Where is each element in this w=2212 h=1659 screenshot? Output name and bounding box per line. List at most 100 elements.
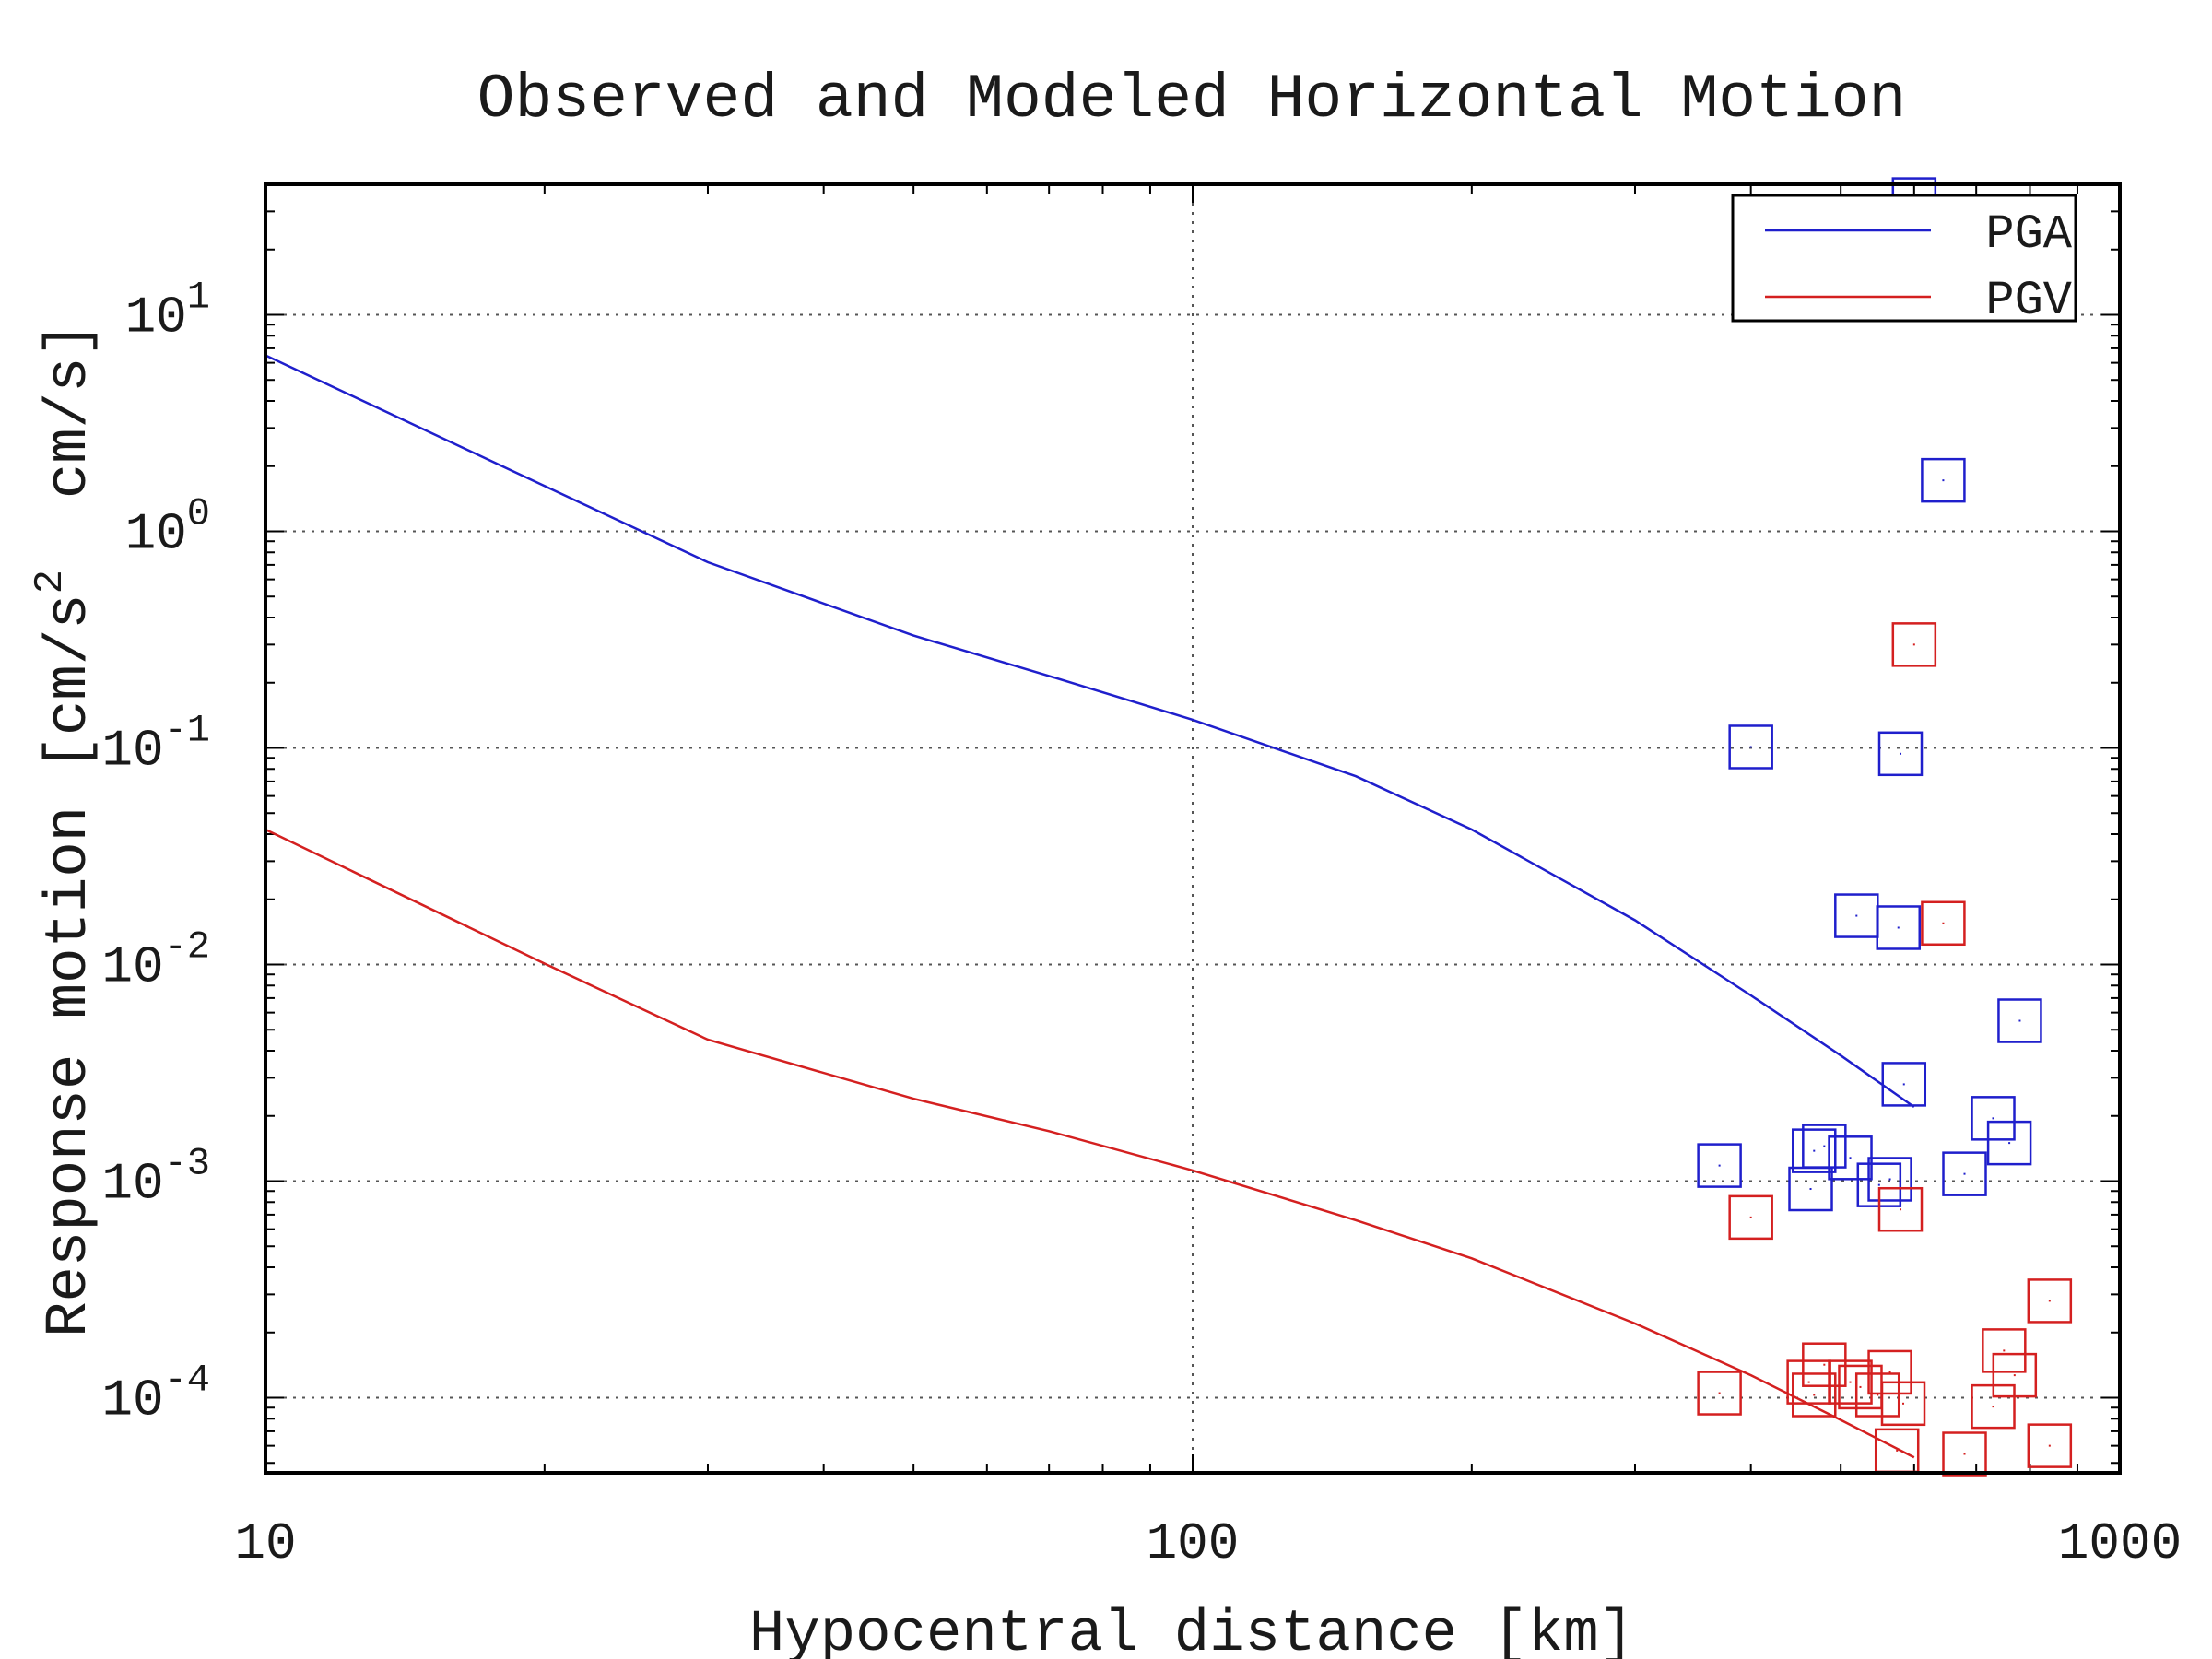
marker-pgv-observed <box>1942 1431 1987 1477</box>
y-tick-exponent: -2 <box>164 924 210 969</box>
marker-dot-pgv-observed <box>2003 1349 2006 1352</box>
x-tick-label: 1000 <box>2058 1514 2182 1573</box>
marker-dot-pgv-observed <box>1992 1406 1994 1408</box>
marker-dot-pga-observed <box>1888 1178 1891 1181</box>
marker-dot-pgv-observed <box>1896 1449 1899 1452</box>
series-line-pgv <box>265 828 1915 1459</box>
x-tick-labels: 10 100 1000 <box>234 1514 2182 1573</box>
marker-pgv-observed <box>1697 1371 1742 1416</box>
y-tick-exponent: -4 <box>164 1359 210 1403</box>
y-tick-label: 100 <box>125 491 210 563</box>
marker-dot-pgv-observed <box>1859 1385 1862 1388</box>
y-tick-label: 10-2 <box>101 924 210 996</box>
legend: PGA PGV <box>1731 194 2077 328</box>
marker-pga-observed <box>1876 905 1921 950</box>
y-tick-exponent: 1 <box>187 275 210 319</box>
x-axis-label: Hypocentral distance [km] <box>749 1602 1634 1659</box>
series-layer <box>265 354 1915 1459</box>
marker-pga-observed <box>1881 1062 1927 1107</box>
marker-pga-observed <box>1728 724 1773 770</box>
marker-pga-observed <box>1971 1096 2016 1141</box>
marker-pgv-observed <box>1867 1349 1912 1395</box>
legend-label-pgv: PGV <box>1985 274 2072 328</box>
marker-pgv-observed <box>1792 1372 1837 1418</box>
marker-pgv-observed <box>1854 1372 1900 1418</box>
marker-dot-pga-observed <box>1849 1157 1852 1159</box>
legend-label-pga: PGA <box>1985 207 2072 262</box>
marker-pga-observed <box>1942 1151 1987 1196</box>
marker-dot-pgv-observed <box>1749 1216 1752 1218</box>
marker-pga-observed <box>1697 1143 1742 1188</box>
marker-dot-pga-observed <box>1749 746 1752 748</box>
marker-dot-pga-observed <box>1963 1172 1966 1175</box>
marker-pgv-observed <box>1891 622 1937 667</box>
marker-pgv-observed <box>2027 1278 2073 1324</box>
marker-dot-pga-observed <box>1992 1117 1994 1120</box>
marker-pga-observed <box>1986 1120 2032 1166</box>
marker-dot-pgv-observed <box>1900 1208 1902 1211</box>
y-tick-label: 10-4 <box>101 1359 210 1430</box>
y-axis-label: Response motion [cm/s2 cm/s] <box>28 322 103 1337</box>
marker-dot-pga-observed <box>1942 479 1945 482</box>
marker-pga-observed <box>1921 457 1966 503</box>
marker-dot-pga-observed <box>1900 752 1902 755</box>
marker-dot-pga-observed <box>1813 1149 1816 1152</box>
marker-dot-pga-observed <box>1897 926 1900 929</box>
marker-dot-pgv-observed <box>1813 1394 1816 1396</box>
marker-dot-pgv-observed <box>1849 1381 1852 1383</box>
y-axis-label-part-1: Response motion [cm/s <box>37 594 103 1337</box>
y-tick-exponent: -1 <box>164 708 210 752</box>
marker-dot-pgv-observed <box>1807 1381 1810 1383</box>
y-tick-base: 10 <box>101 937 163 996</box>
marker-pgv-observed <box>1992 1352 2038 1398</box>
y-tick-exponent: -3 <box>164 1142 210 1186</box>
marker-pgv-observed <box>1982 1328 2027 1373</box>
marker-dot-pgv-observed <box>1963 1453 1966 1455</box>
marker-pgv-observed <box>1728 1194 1773 1241</box>
marker-pgv-observed <box>2027 1423 2073 1468</box>
marker-pga-observed <box>1997 998 2042 1043</box>
marker-dot-pgv-observed <box>2013 1374 2016 1377</box>
y-axis-label-superscript: 2 <box>28 570 74 594</box>
marker-dot-pga-observed <box>1718 1164 1721 1167</box>
tickmark-layer <box>265 183 2121 1473</box>
y-tick-label: 10-1 <box>101 708 210 780</box>
marker-dot-pga-observed <box>1855 914 1858 917</box>
marker-layer <box>1697 177 2073 1477</box>
marker-dot-pgv-observed <box>1912 643 1915 646</box>
marker-dot-pga-observed <box>1902 1083 1905 1086</box>
marker-dot-pgv-observed <box>1942 922 1945 924</box>
x-tick-label: 10 <box>234 1514 296 1573</box>
y-tick-label: 101 <box>125 275 210 347</box>
marker-pga-observed <box>1877 731 1924 777</box>
grid-layer <box>265 184 2120 1473</box>
marker-dot-pgv-observed <box>1718 1392 1721 1394</box>
marker-dot-pgv-observed <box>1888 1371 1891 1373</box>
marker-dot-pgv-observed <box>2048 1444 2051 1447</box>
y-tick-base: 10 <box>101 1371 163 1430</box>
marker-pgv-observed <box>1877 1186 1924 1232</box>
marker-pga-observed <box>1792 1128 1837 1173</box>
y-tick-base: 10 <box>101 1155 163 1214</box>
marker-dot-pgv-observed <box>1902 1402 1905 1405</box>
plot-frame <box>264 182 2122 1475</box>
marker-pgv-observed <box>1880 1381 1926 1427</box>
marker-dot-pgv-observed <box>1877 1394 1879 1396</box>
y-tick-base: 10 <box>101 721 163 780</box>
x-tick-label: 100 <box>1147 1514 1240 1573</box>
marker-pga-observed <box>1788 1166 1833 1212</box>
marker-pgv-observed <box>1828 1359 1873 1405</box>
marker-dot-pgv-observed <box>1823 1363 1826 1366</box>
marker-pga-observed <box>1867 1157 1912 1202</box>
y-tick-base: 10 <box>125 504 187 563</box>
marker-pgv-observed <box>1921 900 1966 947</box>
legend-box <box>1731 194 2077 323</box>
series-line-pga <box>265 354 1915 1109</box>
y-tick-exponent: 0 <box>187 491 210 535</box>
chart-title: Observed and Modeled Horizontal Motion <box>477 65 1907 135</box>
y-tick-label: 10-3 <box>101 1142 210 1214</box>
marker-dot-pgv-observed <box>2048 1300 2051 1302</box>
marker-dot-pga-observed <box>1809 1188 1812 1191</box>
